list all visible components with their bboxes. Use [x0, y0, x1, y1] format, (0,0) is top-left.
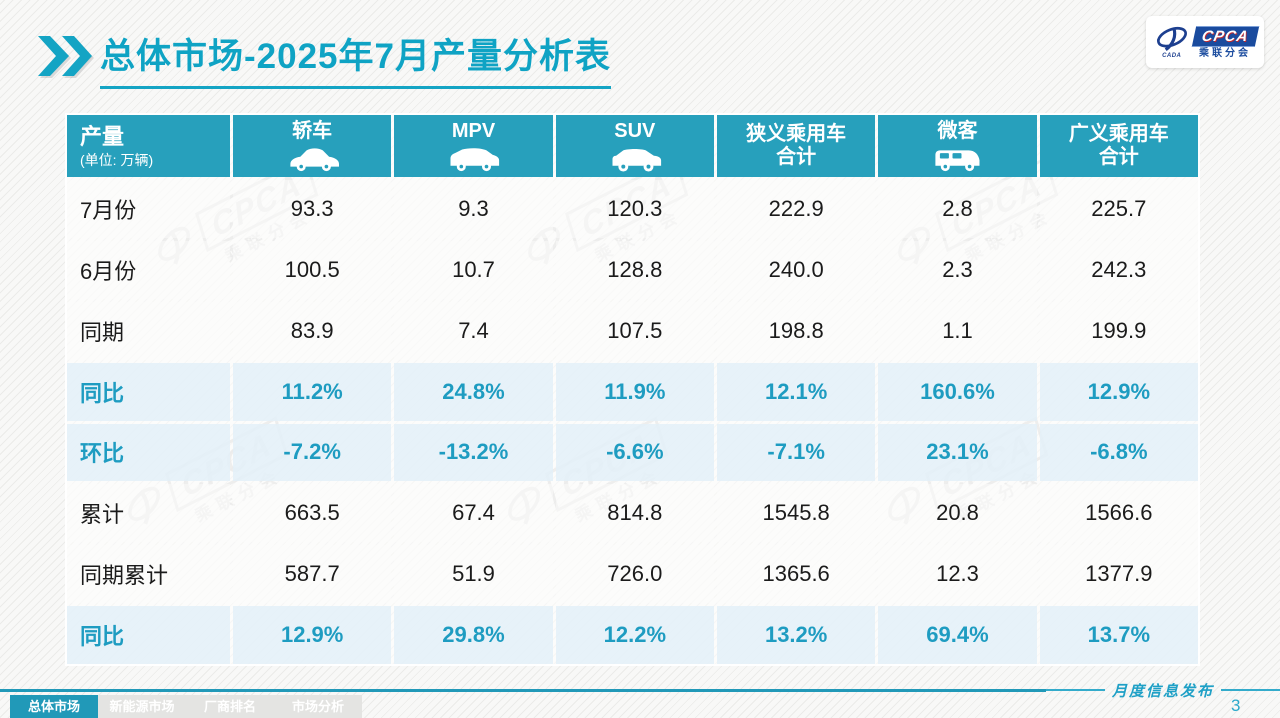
row-label-2: 6月份	[67, 240, 230, 299]
table-cell-r8-c6: 13.7%	[1039, 606, 1198, 664]
column-header-label: MPV	[451, 120, 496, 142]
column-header-4: 狭义乘用车 合计	[716, 115, 876, 177]
table-cell-r3-c4: 198.8	[716, 301, 876, 360]
table-cell-r2-c1: 100.5	[233, 240, 392, 299]
table-cell-r5-c4: -7.1%	[716, 423, 876, 482]
row-label-1: 7月份	[67, 180, 230, 238]
table-cell-r1-c3: 120.3	[555, 180, 714, 238]
table-cell-r4-c1: 11.2%	[233, 362, 392, 421]
publish-label-group: 月度信息发布	[1046, 682, 1280, 700]
table-cell-r7-c6: 1377.9	[1039, 545, 1198, 604]
table-cell-r4-c5: 160.6%	[878, 362, 1037, 421]
table-cell-r2-c6: 242.3	[1039, 240, 1198, 299]
table-cell-r2-c2: 10.7	[394, 240, 553, 299]
table-cell-r5-c1: -7.2%	[233, 423, 392, 482]
table-cell-r5-c5: 23.1%	[878, 423, 1037, 482]
cada-label: CADA	[1162, 53, 1182, 59]
table-cell-r1-c1: 93.3	[233, 180, 392, 238]
cpca-swoosh-icon: CADA	[1154, 25, 1190, 59]
footer-tab-1[interactable]: 总体市场	[10, 695, 98, 718]
cpca-logo: CADA CPCA 乘联分会	[1146, 16, 1264, 68]
page-title: 总体市场-2025年7月产量分析表	[100, 28, 611, 89]
microvan-icon	[935, 150, 980, 172]
table-cell-r8-c1: 12.9%	[233, 606, 392, 664]
table-cell-r7-c4: 1365.6	[716, 545, 876, 604]
table-cell-r4-c6: 12.9%	[1039, 362, 1198, 421]
table-cell-r8-c2: 29.8%	[394, 606, 553, 664]
cpca-sub-label: 乘联分会	[1198, 47, 1251, 59]
suv-icon	[612, 149, 661, 172]
column-header-6: 广义乘用车 合计	[1039, 115, 1198, 177]
column-header-label: 狭义乘用车 合计	[746, 123, 847, 168]
row-label-4: 同比	[67, 362, 230, 421]
row-label-6: 累计	[67, 484, 230, 543]
table-cell-r8-c4: 13.2%	[716, 606, 876, 664]
table-cell-r1-c5: 2.8	[878, 180, 1037, 238]
table-cell-r3-c5: 1.1	[878, 301, 1037, 360]
column-header-label: 微客	[937, 120, 978, 142]
table-cell-r7-c1: 587.7	[233, 545, 392, 604]
row-label-5: 环比	[67, 423, 230, 482]
table-cell-r6-c3: 814.8	[555, 484, 714, 543]
table-cell-r6-c5: 20.8	[878, 484, 1037, 543]
table-cell-r3-c1: 83.9	[233, 301, 392, 360]
table-cell-r4-c2: 24.8%	[394, 362, 553, 421]
table-cell-r6-c6: 1566.6	[1039, 484, 1198, 543]
table-cell-r6-c4: 1545.8	[716, 484, 876, 543]
footer-tabs: 总体市场 新能源市场 厂商排名 市场分析	[10, 695, 362, 718]
table-cell-r8-c3: 12.2%	[555, 606, 714, 664]
table-corner-header: 产量 (单位: 万辆)	[67, 115, 230, 177]
table-cell-r3-c3: 107.5	[555, 301, 714, 360]
footer-tab-2[interactable]: 新能源市场	[98, 695, 186, 718]
table-cell-r2-c5: 2.3	[878, 240, 1037, 299]
table-cell-r1-c2: 9.3	[394, 180, 553, 238]
table-cell-r5-c6: -6.8%	[1039, 423, 1198, 482]
publish-line-left	[1046, 689, 1105, 691]
column-header-2: MPV	[394, 115, 553, 177]
table-cell-r3-c2: 7.4	[394, 301, 553, 360]
table-cell-r1-c4: 222.9	[716, 180, 876, 238]
footer-tab-3[interactable]: 厂商排名	[186, 695, 274, 718]
table-cell-r3-c6: 199.9	[1039, 301, 1198, 360]
column-header-5: 微客	[878, 115, 1037, 177]
table-cell-r6-c2: 67.4	[394, 484, 553, 543]
sedan-icon	[290, 148, 340, 172]
table-cell-r4-c3: 11.9%	[555, 362, 714, 421]
table-cell-r5-c3: -6.6%	[555, 423, 714, 482]
mpv-icon	[450, 148, 500, 172]
table-cell-r1-c6: 225.7	[1039, 180, 1198, 238]
column-header-label: SUV	[614, 120, 656, 142]
column-header-3: SUV	[555, 115, 714, 177]
title-bar: 总体市场-2025年7月产量分析表	[36, 28, 611, 89]
table-cell-r2-c4: 240.0	[716, 240, 876, 299]
column-header-label: 轿车	[292, 120, 333, 142]
footer-divider	[0, 689, 1046, 692]
production-table: 产量 (单位: 万辆) 轿车 MPV SUV 狭义乘用车 合计 微客 广义乘用车 合计 7月份 9…	[65, 113, 1200, 666]
corner-unit: (单位: 万辆)	[80, 152, 154, 169]
table-cell-r5-c2: -13.2%	[394, 423, 553, 482]
row-label-7: 同期累计	[67, 545, 230, 604]
table-cell-r7-c2: 51.9	[394, 545, 553, 604]
cpca-banner: CPCA	[1191, 25, 1259, 47]
table-cell-r8-c5: 69.4%	[878, 606, 1037, 664]
corner-title: 产量	[80, 123, 125, 149]
table-cell-r6-c1: 663.5	[233, 484, 392, 543]
publish-label: 月度信息发布	[1112, 683, 1215, 700]
table-cell-r2-c3: 128.8	[555, 240, 714, 299]
table-cell-r4-c4: 12.1%	[716, 362, 876, 421]
column-header-1: 轿车	[233, 115, 392, 177]
page-number: 3	[1231, 696, 1241, 715]
column-header-label: 广义乘用车 合计	[1068, 123, 1169, 168]
double-chevron-icon	[38, 36, 92, 76]
publish-line-right	[1221, 689, 1280, 691]
table-cell-r7-c5: 12.3	[878, 545, 1037, 604]
row-label-8: 同比	[67, 606, 230, 664]
row-label-3: 同期	[67, 301, 230, 360]
table-cell-r7-c3: 726.0	[555, 545, 714, 604]
footer-tab-4[interactable]: 市场分析	[274, 695, 362, 718]
